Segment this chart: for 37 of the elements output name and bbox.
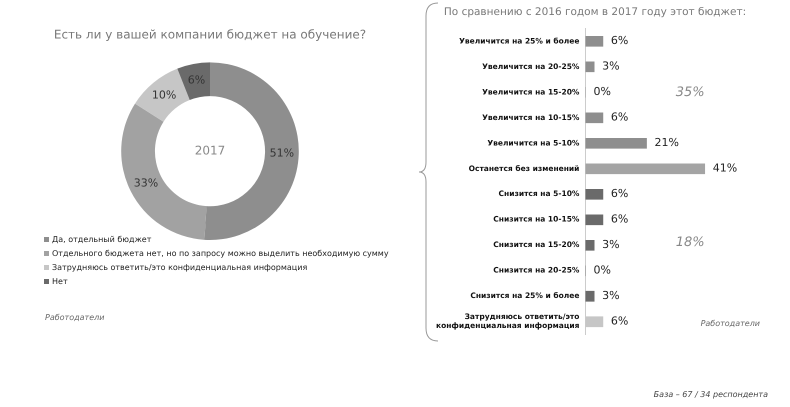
data-label: 51%	[270, 146, 294, 160]
bar	[585, 240, 595, 251]
data-label: 0%	[593, 85, 611, 98]
data-label: 3%	[602, 60, 620, 73]
annotation: 18%	[676, 235, 705, 250]
data-label: 21%	[654, 136, 679, 150]
text: Работодатели	[45, 313, 104, 322]
data-label: 6%	[610, 110, 628, 124]
data-label: 6%	[610, 187, 628, 200]
legend-label: Отдельного бюджета нет, но по запросу можно выделить необходимую сумму	[51, 248, 389, 260]
bar	[585, 290, 595, 302]
text: База – 67 / 34 респондента	[654, 390, 768, 399]
chart-title: Есть ли у вашей компании бюджет на обучение?	[54, 27, 366, 42]
bar	[585, 188, 604, 200]
data-label: 0%	[593, 264, 611, 277]
text: 2017	[194, 143, 226, 158]
bar	[585, 62, 595, 72]
data-label: 6%	[188, 73, 206, 86]
annotation: Работодатели	[700, 318, 760, 328]
legend-label: Да, отдельный бюджет	[51, 234, 152, 246]
annotation: 35%	[676, 85, 705, 100]
data-label: 6%	[610, 34, 628, 48]
data-label: 6%	[610, 212, 628, 226]
legend-label: Нет	[51, 276, 69, 288]
data-label: 6%	[610, 314, 628, 328]
data-label: 33%	[134, 176, 158, 190]
bar	[585, 163, 706, 174]
legend-label: Затрудняюсь ответить/это конфиденциальная информация	[51, 262, 308, 274]
bar	[585, 36, 604, 47]
bar	[585, 214, 604, 226]
data-label: 10%	[152, 88, 176, 102]
data-label: 3%	[602, 289, 620, 302]
bar	[585, 138, 647, 149]
bar	[585, 112, 604, 124]
chart-title: По сравнению с 2016 годом в 2017 году этот бюджет:	[444, 6, 746, 18]
data-label: 41%	[712, 162, 738, 175]
data-label: 3%	[602, 238, 620, 252]
